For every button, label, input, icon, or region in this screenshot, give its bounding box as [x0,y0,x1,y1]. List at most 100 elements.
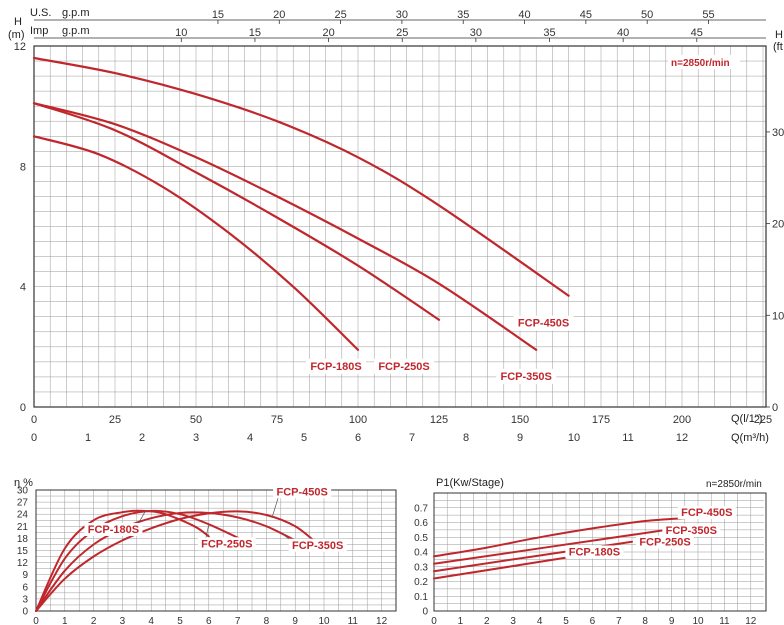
y-tick-label: 12 [14,41,26,53]
efficiency-curve-fcp-180s [35,509,210,612]
head-curve-labels: FCP-180S FCP-250S FCP-350S FCP-450S [306,315,574,384]
y-tick-label: 4 [20,282,26,294]
efficiency-label-bg [273,485,332,499]
x-tick-label-l: 200 [673,414,691,426]
top-us-tick-label: 20 [273,9,285,21]
x-tick-label-m3: 7 [409,432,415,444]
x-tick-label: 0 [431,616,437,625]
x-tick-label-m3: 9 [517,432,523,444]
y-tick-label: 0.4 [414,548,428,559]
power-y-label: P1(Kw/Stage) [436,477,504,489]
y-axis-right-label-h: H [775,29,783,41]
x-tick-label-m3: 12 [676,432,688,444]
x-tick-label: 8 [264,616,270,625]
x-tick-label: 1 [62,616,68,625]
y-axis-right-label-unit: (ft [773,41,783,53]
top-us-tick-label: 45 [580,9,592,21]
head-flow-grid [34,46,766,407]
head-curve-label: FCP-350S [501,371,552,383]
power-x-ticks: 0 1 2 3 4 5 6 7 8 9 10 11 12 [431,616,757,625]
power-chart: P1(Kw/Stage) n=2850r/min 0 0.1 0.2 0.3 0.4 0.… [414,477,767,625]
head-curve-label: FCP-180S [310,361,361,373]
x-tick-label: 0 [33,616,39,625]
x-tick-label: 5 [563,616,569,625]
x-tick-label: 11 [719,616,730,625]
y-tick-label: 0.1 [414,592,428,603]
head-curve-label-bg [306,358,366,374]
flow-x-ticks-l: 0 25 50 75 100 125 150 175 200 225 [31,414,772,426]
x-tick-label-l: 50 [190,414,202,426]
x-tick-label: 9 [669,616,675,625]
flow-x-ticks-m3: 0 1 2 3 4 5 6 7 8 9 10 11 12 [31,432,688,444]
x-tick-label-l: 0 [31,414,37,426]
x-tick-label: 8 [642,616,648,625]
x-tick-label: 9 [292,616,298,625]
x-tick-label-m3: 5 [301,432,307,444]
x-tick-label: 4 [148,616,154,625]
power-curve-fcp-450s [433,517,686,558]
head-y-ticks: 0 4 8 12 [14,41,26,414]
x-tick-label-m3: 10 [568,432,580,444]
speed-annotation: n=2850r/min [671,58,730,69]
top-imp-tick-label: 20 [322,27,334,39]
head-curve-label: FCP-250S [378,361,429,373]
head-flow-frame [33,45,767,408]
efficiency-curve-fcp-450s [35,510,320,612]
y-tick-label: 0.2 [414,577,428,588]
x-tick-label: 11 [348,616,359,625]
y-tick-label: 27 [17,498,29,509]
top-axis-imp-prefix: Imp [30,25,48,37]
y-tick-label: 0.6 [414,518,428,529]
y-tick-label: 12 [17,558,29,569]
y-tick-label: 24 [17,510,29,521]
top-axis-us-prefix: U.S. [30,7,51,19]
x-tick-label-l: 225 [754,414,772,426]
x-tick-label-m3: 0 [31,432,37,444]
power-curve-fcp-350s [433,528,668,565]
x-tick-label: 2 [91,616,97,625]
head-curve-label-bg [374,358,434,374]
y-tick-label: 18 [17,534,29,545]
top-imp-tick-label: 25 [396,27,408,39]
power-label-bg [565,545,624,559]
top-us-tick-label: 15 [212,9,224,21]
y-tick-label: 3 [22,594,28,605]
x-tick-label-l: 100 [349,414,367,426]
y-tick-label: 30 [17,486,29,497]
power-frame [433,492,767,612]
x-tick-label: 12 [376,616,388,625]
head-curves [32,56,570,351]
top-us-tick-label: 25 [334,9,346,21]
x-tick-label-l: 175 [592,414,610,426]
power-label-bg [636,535,694,549]
top-us-tick-label: 35 [457,9,469,21]
y-tick-label: 0 [22,607,28,618]
top-imp-tick-label: 15 [249,27,261,39]
head-curve-fcp-180s [32,135,360,351]
power-curve-label: FCP-180S [569,546,620,558]
x-tick-label-m3: 8 [463,432,469,444]
top-axis-us-label: g.p.m [62,7,90,19]
x-tick-label: 6 [206,616,212,625]
power-curve-fcp-250s [433,540,633,573]
power-curve-label: FCP-350S [666,525,717,537]
y-tick-label: 0.3 [414,562,428,573]
efficiency-curves [35,509,320,612]
x-tick-label: 7 [616,616,622,625]
efficiency-curve-label: FCP-250S [201,538,252,550]
x-tick-label-m3: 6 [355,432,361,444]
x-tick-label: 4 [537,616,543,625]
efficiency-curve-fcp-250s [35,509,245,612]
head-curve-label-bg [513,315,574,331]
efficiency-x-ticks: 0 1 2 3 4 5 6 7 8 9 10 11 12 [33,616,387,625]
top-axis-imp-label: g.p.m [62,25,90,37]
top-us-tick-label: 50 [641,9,653,21]
y-tick-label: 0 [422,607,428,618]
top-imp-tick-label: 35 [543,27,555,39]
efficiency-curve-label: FCP-350S [292,540,343,552]
power-curve-label: FCP-450S [681,507,732,519]
efficiency-label-bg [288,538,347,552]
head-y-ticks-right: 0 10 20 30 [766,127,784,414]
